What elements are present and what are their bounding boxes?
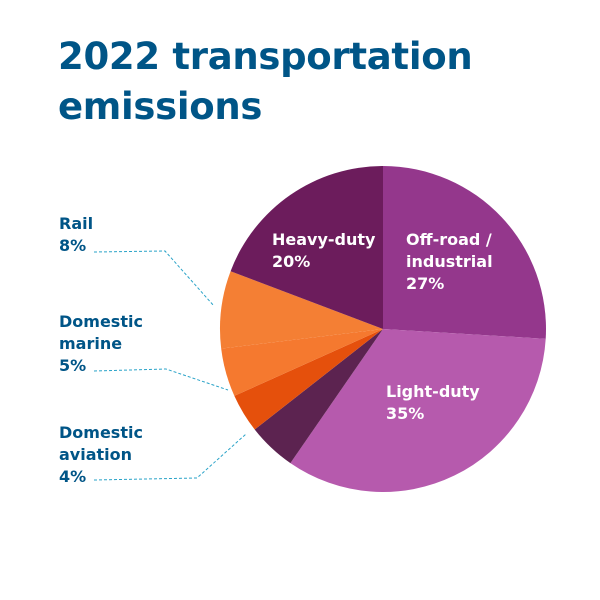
data-label-domestic-aviation: Domestic aviation 4%	[59, 423, 143, 486]
pie-slice-domestic-marine	[221, 329, 383, 396]
pie-slice-segment-2	[254, 329, 383, 464]
pie-slice-heavy-duty	[230, 166, 383, 329]
leader-line-domestic-marine	[93, 368, 229, 391]
callout-leader-lines	[93, 250, 247, 481]
data-label-off-road-industrial: Off-road / industrial 27%	[406, 230, 493, 293]
pie-slice-rail	[220, 271, 383, 349]
data-label-light-duty: Light-duty 35%	[386, 382, 480, 423]
chart-title: 2022 transportation emissions	[58, 35, 473, 128]
pie-slices	[220, 166, 546, 492]
pie-slice-domestic-aviation	[234, 329, 383, 430]
leader-line-rail	[93, 250, 215, 307]
data-label-heavy-duty: Heavy-duty 20%	[272, 230, 376, 271]
slice-labels: Off-road / industrial 27% Light-duty 35% Dome…	[59, 214, 493, 486]
data-label-domestic-marine: Domestic marine 5%	[59, 312, 143, 375]
leader-line-domestic-aviation	[93, 433, 247, 481]
pie-slice-off-road-industrial	[383, 166, 546, 339]
pie-slice-light-duty	[290, 329, 546, 492]
data-label-rail: Rail 8%	[59, 214, 93, 255]
